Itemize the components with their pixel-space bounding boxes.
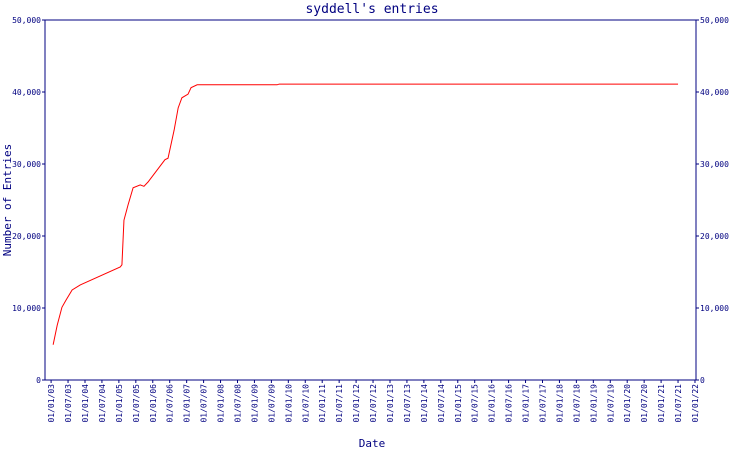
x-tick-label: 01/07/18 xyxy=(572,384,581,423)
y2-tick-label: 40,000 xyxy=(700,88,729,97)
y2-tick-label: 50,000 xyxy=(700,16,729,25)
x-tick-label: 01/07/06 xyxy=(166,384,175,423)
x-tick-label: 01/01/22 xyxy=(691,384,700,423)
y-tick-label: 10,000 xyxy=(12,304,41,313)
x-tick-label: 01/01/14 xyxy=(420,384,429,423)
x-tick-label: 01/07/09 xyxy=(267,384,276,423)
y2-tick-label: 0 xyxy=(700,376,705,385)
x-tick-label: 01/07/20 xyxy=(640,384,649,423)
x-tick-label: 01/01/17 xyxy=(522,384,531,423)
y-tick-label: 40,000 xyxy=(12,88,41,97)
x-tick-label: 01/01/03 xyxy=(47,384,56,423)
x-tick-label: 01/01/16 xyxy=(488,384,497,423)
x-tick-label: 01/01/05 xyxy=(115,384,124,423)
y2-tick-label: 20,000 xyxy=(700,232,729,241)
x-tick-label: 01/01/20 xyxy=(623,384,632,423)
y-tick-label: 30,000 xyxy=(12,160,41,169)
x-tick-label: 01/07/08 xyxy=(233,384,242,423)
x-tick-label: 01/01/18 xyxy=(555,384,564,423)
x-tick-label: 01/07/04 xyxy=(98,384,107,423)
y2-tick-label: 10,000 xyxy=(700,304,729,313)
plot-frame xyxy=(44,19,697,381)
x-tick-label: 01/01/15 xyxy=(454,384,463,423)
x-tick-label: 01/01/13 xyxy=(386,384,395,423)
x-tick-label: 01/07/19 xyxy=(606,384,615,423)
data-line xyxy=(52,83,679,345)
x-tick-label: 01/01/06 xyxy=(149,384,158,423)
x-tick-label: 01/07/16 xyxy=(505,384,514,423)
y-tick-label: 0 xyxy=(36,376,41,385)
x-tick-label: 01/07/12 xyxy=(369,384,378,423)
x-tick-label: 01/07/14 xyxy=(437,384,446,423)
x-axis-label: Date xyxy=(359,437,386,450)
y-tick-label: 50,000 xyxy=(12,16,41,25)
x-tick-label: 01/01/09 xyxy=(250,384,259,423)
x-tick-label: 01/07/10 xyxy=(301,384,310,423)
x-tick-label: 01/01/21 xyxy=(657,384,666,423)
x-tick-label: 01/07/05 xyxy=(132,384,141,423)
x-tick-label: 01/01/19 xyxy=(589,384,598,423)
x-tick-label: 01/07/03 xyxy=(64,384,73,423)
x-tick-label: 01/01/07 xyxy=(183,384,192,423)
x-tick-label: 01/01/10 xyxy=(284,384,293,423)
x-tick-label: 01/01/12 xyxy=(352,384,361,423)
x-tick-label: 01/07/17 xyxy=(538,384,547,423)
x-tick-label: 01/07/15 xyxy=(471,384,480,423)
y-axis-label: Number of Entries xyxy=(1,144,14,257)
x-tick-label: 01/01/04 xyxy=(81,384,90,423)
x-tick-label: 01/01/08 xyxy=(217,384,226,423)
x-tick-label: 01/01/11 xyxy=(318,384,327,423)
x-tick-label: 01/07/21 xyxy=(674,384,683,423)
x-tick-label: 01/07/11 xyxy=(335,384,344,423)
x-tick-label: 01/07/07 xyxy=(200,384,209,423)
x-tick-label: 01/07/13 xyxy=(403,384,412,423)
chart-title: syddell's entries xyxy=(305,2,438,17)
y-tick-label: 20,000 xyxy=(12,232,41,241)
y2-tick-label: 30,000 xyxy=(700,160,729,169)
